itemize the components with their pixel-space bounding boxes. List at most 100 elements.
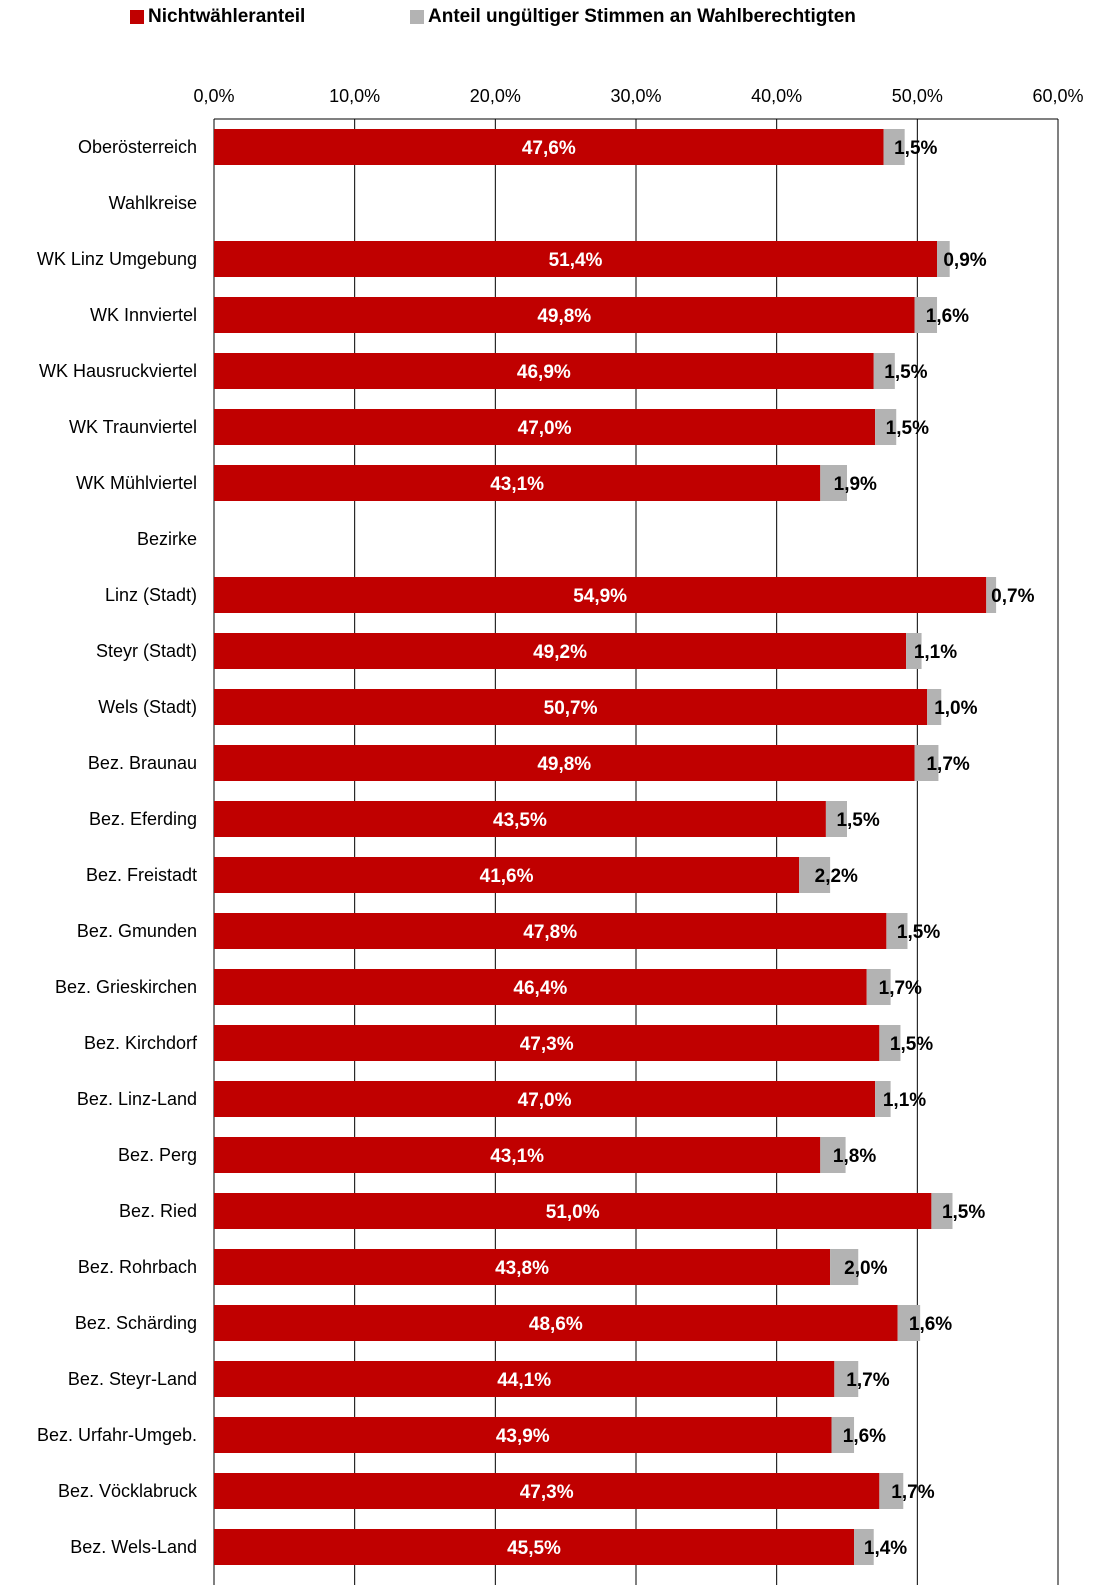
data-label-nonvoter: 43,8% — [495, 1258, 549, 1279]
category-label: Bez. Kirchdorf — [84, 1033, 198, 1053]
bar-nonvoter — [214, 1473, 880, 1509]
data-label-nonvoter: 54,9% — [573, 586, 627, 607]
data-label-invalid: 1,5% — [890, 1034, 933, 1055]
bar-invalid — [830, 1249, 859, 1285]
bar-invalid — [825, 801, 847, 837]
x-tick-label: 60,0% — [1032, 86, 1083, 106]
bar-invalid — [820, 1137, 846, 1173]
category-label: Bez. Steyr-Land — [68, 1369, 197, 1389]
bar-nonvoter — [214, 465, 821, 501]
category-label: Bez. Wels-Land — [70, 1537, 197, 1557]
bar-invalid — [931, 1193, 953, 1229]
legend-item-invalid: Anteil ungültiger Stimmen an Wahlberecht… — [410, 6, 856, 28]
data-label-nonvoter: 51,4% — [549, 250, 603, 271]
bar-nonvoter — [214, 913, 887, 949]
data-label-nonvoter: 49,8% — [537, 306, 591, 327]
bar-invalid — [879, 1025, 901, 1061]
data-label-invalid: 1,0% — [934, 698, 977, 719]
bar-invalid — [875, 1081, 891, 1117]
data-label-nonvoter: 45,5% — [507, 1538, 561, 1559]
data-label-nonvoter: 47,0% — [518, 1090, 572, 1111]
data-label-invalid: 1,5% — [942, 1202, 985, 1223]
bar-nonvoter — [214, 297, 915, 333]
x-tick-label: 0,0% — [193, 86, 234, 106]
data-label-invalid: 1,1% — [883, 1090, 926, 1111]
category-label: WK Innviertel — [90, 305, 197, 325]
category-label: Wels (Stadt) — [98, 697, 197, 717]
bar-nonvoter — [214, 1193, 932, 1229]
bar-nonvoter — [214, 745, 915, 781]
data-label-invalid: 0,9% — [943, 250, 986, 271]
data-label-nonvoter: 43,5% — [493, 810, 547, 831]
bar-nonvoter — [214, 689, 928, 725]
data-label-invalid: 1,6% — [926, 306, 969, 327]
category-label: Bez. Braunau — [88, 753, 197, 773]
data-label-invalid: 1,5% — [894, 138, 937, 159]
data-label-nonvoter: 49,8% — [537, 754, 591, 775]
bar-invalid — [834, 1361, 859, 1397]
x-tick-label: 30,0% — [610, 86, 661, 106]
category-label: Bez. Ried — [119, 1201, 197, 1221]
data-label-nonvoter: 43,9% — [496, 1426, 550, 1447]
category-label: Bez. Eferding — [89, 809, 197, 829]
labels: 0,0% 10,0% 20,0% 30,0% 40,0% 50,0% 60,0% Oberös… — [37, 86, 1084, 1559]
bar-invalid — [873, 353, 895, 389]
category-label: Bez. Vöcklabruck — [58, 1481, 198, 1501]
bar-invalid — [875, 409, 897, 445]
bar-invalid — [914, 745, 939, 781]
data-label-nonvoter: 41,6% — [480, 866, 534, 887]
bar-nonvoter — [214, 353, 874, 389]
bar-nonvoter — [214, 633, 907, 669]
category-label: Steyr (Stadt) — [96, 641, 197, 661]
bar-invalid — [831, 1417, 855, 1453]
category-label: WK Traunviertel — [69, 417, 197, 437]
data-label-invalid: 1,4% — [864, 1538, 907, 1559]
data-label-invalid: 1,7% — [879, 978, 922, 999]
data-label-nonvoter: 51,0% — [546, 1202, 600, 1223]
bar-invalid — [914, 297, 938, 333]
bar-nonvoter — [214, 577, 987, 613]
category-label: WK Hausruckviertel — [39, 361, 197, 381]
x-tick-label: 50,0% — [892, 86, 943, 106]
x-tick-label: 40,0% — [751, 86, 802, 106]
data-label-nonvoter: 47,0% — [518, 418, 572, 439]
bar-nonvoter — [214, 857, 800, 893]
bar-invalid — [986, 577, 997, 613]
bar-invalid — [854, 1529, 874, 1565]
category-label: Bez. Perg — [118, 1145, 197, 1165]
x-tick-label: 10,0% — [329, 86, 380, 106]
data-label-invalid: 1,9% — [834, 474, 877, 495]
category-label: Bez. Grieskirchen — [55, 977, 197, 997]
chart-legend: Nichtwähleranteil Anteil ungültiger Stim… — [0, 6, 1105, 32]
data-label-nonvoter: 46,4% — [513, 978, 567, 999]
category-label: Bez. Freistadt — [86, 865, 197, 885]
category-label: WK Mühlviertel — [76, 473, 197, 493]
bar-invalid — [799, 857, 831, 893]
data-label-invalid: 1,7% — [891, 1482, 934, 1503]
legend-swatch-invalid — [410, 10, 424, 24]
legend-label-invalid: Anteil ungültiger Stimmen an Wahlberecht… — [428, 6, 856, 27]
data-label-invalid: 1,8% — [833, 1146, 876, 1167]
bar-nonvoter — [214, 1025, 880, 1061]
data-label-invalid: 2,0% — [844, 1258, 887, 1279]
bar-invalid — [927, 689, 942, 725]
bar-nonvoter — [214, 241, 938, 277]
data-label-invalid: 1,5% — [836, 810, 879, 831]
category-label: Bezirke — [137, 529, 197, 549]
category-label: Oberösterreich — [78, 137, 197, 157]
data-label-nonvoter: 49,2% — [533, 642, 587, 663]
category-label: Bez. Linz-Land — [77, 1089, 197, 1109]
data-label-invalid: 1,6% — [909, 1314, 952, 1335]
data-label-invalid: 1,6% — [843, 1426, 886, 1447]
data-label-invalid: 1,5% — [884, 362, 927, 383]
data-label-invalid: 2,2% — [815, 866, 858, 887]
bar-nonvoter — [214, 1361, 835, 1397]
bar-nonvoter — [214, 409, 876, 445]
bar-nonvoter — [214, 1529, 855, 1565]
bars — [214, 129, 997, 1565]
data-label-nonvoter: 48,6% — [529, 1314, 583, 1335]
bar-invalid — [886, 913, 908, 949]
legend-label-nonvoter: Nichtwähleranteil — [148, 6, 306, 27]
data-label-nonvoter: 43,1% — [490, 474, 544, 495]
